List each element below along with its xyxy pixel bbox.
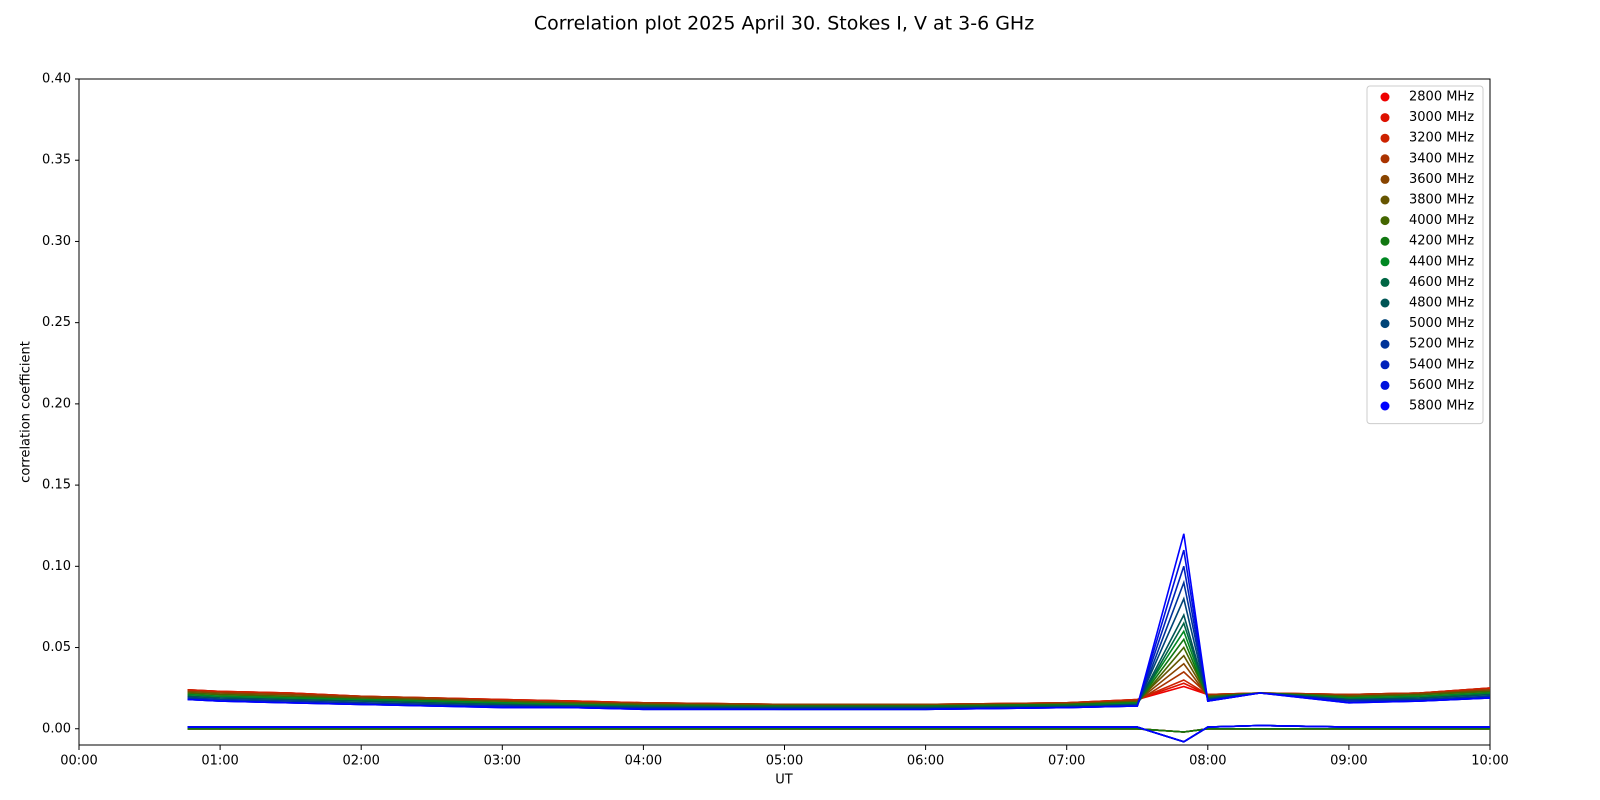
- chart-title: Correlation plot 2025 April 30. Stokes I…: [534, 13, 1034, 35]
- x-tick-label: 03:00: [484, 754, 521, 769]
- stokes-v-trace: [187, 724, 1490, 743]
- y-tick-label: 0.15: [42, 478, 71, 493]
- y-axis-label: correlation coefficient: [19, 341, 34, 483]
- stokes-v-trace: [187, 728, 1490, 733]
- legend-marker: [1380, 277, 1390, 287]
- x-tick-label: 08:00: [1189, 754, 1226, 769]
- y-tick-label: 0.00: [42, 721, 71, 736]
- legend-label: 3600 MHz: [1409, 172, 1474, 187]
- legend-label: 3200 MHz: [1409, 131, 1474, 146]
- stokes-i-trace: [187, 549, 1491, 711]
- x-tick-label: 06:00: [907, 754, 944, 769]
- legend-label: 5600 MHz: [1409, 378, 1474, 393]
- y-tick-label: 0.30: [42, 234, 71, 249]
- stokes-i-trace: [187, 596, 1491, 709]
- legend-marker: [1380, 195, 1390, 205]
- legend-marker: [1380, 216, 1390, 226]
- legend-label: 4200 MHz: [1409, 234, 1474, 249]
- legend-marker: [1380, 92, 1390, 102]
- x-tick-label: 02:00: [342, 754, 379, 769]
- legend-label: 5000 MHz: [1409, 316, 1474, 331]
- stokes-i-trace: [187, 579, 1491, 711]
- legend-marker: [1380, 236, 1390, 246]
- x-tick-label: 05:00: [766, 754, 803, 769]
- x-axis-label: UT: [775, 773, 793, 788]
- legend-label: 3000 MHz: [1409, 110, 1474, 125]
- stokes-v-trace: [187, 724, 1490, 743]
- legend-label: 4400 MHz: [1409, 254, 1474, 269]
- x-tick-label: 01:00: [201, 754, 238, 769]
- x-tick-label: 10:00: [1471, 754, 1508, 769]
- legend-marker: [1380, 174, 1390, 184]
- stokes-v-trace: [187, 724, 1490, 743]
- y-tick-label: 0.20: [42, 396, 71, 411]
- stokes-v-trace: [187, 724, 1490, 743]
- stokes-v-trace: [187, 724, 1490, 743]
- legend-marker: [1380, 298, 1390, 308]
- stokes-i-trace: [187, 566, 1491, 711]
- stokes-v-trace: [187, 724, 1490, 743]
- stokes-v-trace: [187, 724, 1490, 743]
- x-tick-label: 00:00: [60, 754, 97, 769]
- stokes-i-trace: [187, 654, 1491, 707]
- legend-label: 5200 MHz: [1409, 337, 1474, 352]
- y-tick-label: 0.40: [42, 72, 71, 87]
- legend-marker: [1380, 319, 1390, 329]
- legend-label: 3800 MHz: [1409, 193, 1474, 208]
- legend-label: 3400 MHz: [1409, 151, 1474, 166]
- legend-box: [1366, 85, 1484, 425]
- plot-frame: [78, 78, 1491, 746]
- legend-marker: [1380, 257, 1390, 267]
- legend-marker: [1380, 113, 1390, 123]
- legend-marker: [1380, 401, 1390, 411]
- y-tick-label: 0.05: [42, 640, 71, 655]
- x-tick-label: 07:00: [1048, 754, 1085, 769]
- legend-marker: [1380, 133, 1390, 143]
- legend-label: 5800 MHz: [1409, 399, 1474, 414]
- legend-label: 2800 MHz: [1409, 90, 1474, 105]
- legend-marker: [1380, 360, 1390, 370]
- x-tick-label: 09:00: [1330, 754, 1367, 769]
- x-tick-label: 04:00: [625, 754, 662, 769]
- legend-label: 5400 MHz: [1409, 357, 1474, 372]
- legend-marker: [1380, 339, 1390, 349]
- legend: 2800 MHz 3000 MHz 3200 MHz 3400 MHz 3600 MHz…: [1366, 85, 1484, 425]
- legend-label: 4800 MHz: [1409, 296, 1474, 311]
- legend-marker: [1380, 154, 1390, 164]
- stokes-v-trace: [187, 724, 1490, 743]
- y-tick-label: 0.25: [42, 315, 71, 330]
- legend-label: 4600 MHz: [1409, 275, 1474, 290]
- y-tick-label: 0.10: [42, 559, 71, 574]
- stokes-i-trace: [187, 533, 1491, 711]
- legend-marker: [1380, 380, 1390, 390]
- legend-label: 4000 MHz: [1409, 213, 1474, 228]
- y-tick-label: 0.35: [42, 153, 71, 168]
